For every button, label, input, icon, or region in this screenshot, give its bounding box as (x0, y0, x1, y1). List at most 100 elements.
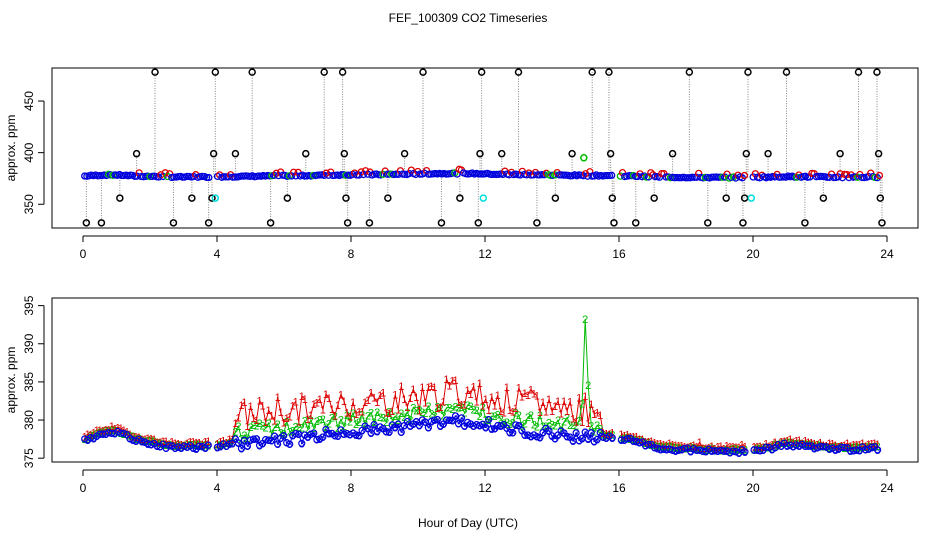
series-1-label: 1 (443, 374, 449, 386)
series-3-label: 3 (742, 447, 748, 459)
series-2-label: 2 (471, 405, 477, 417)
series-3-label: 3 (422, 417, 428, 429)
series-1-label: 1 (136, 432, 142, 444)
series-1-label: 1 (284, 413, 290, 425)
series-3-label: 3 (486, 415, 492, 427)
series-3-point (509, 429, 517, 437)
bottom-y-tick-label: 385 (22, 372, 36, 392)
series-1-label: 1 (226, 434, 232, 446)
series-1-label: 1 (148, 433, 154, 445)
data-point (135, 169, 143, 177)
series-1-label: 1 (455, 397, 461, 409)
series-2-label: 2 (398, 408, 404, 420)
series-2-label: 2 (570, 420, 576, 432)
series-3-point (451, 412, 460, 420)
series-3-label: 3 (504, 423, 510, 435)
spike-point (302, 149, 310, 158)
series-1-label: 1 (486, 405, 492, 417)
data-point (658, 169, 666, 178)
series-1-label: 1 (91, 427, 97, 439)
series-1-label: 1 (754, 442, 760, 454)
series-1-label: 1 (332, 410, 338, 422)
series-3-point (280, 432, 288, 440)
series-1-label: 1 (540, 397, 546, 409)
series-1-label: 1 (290, 400, 296, 412)
series-1-label: 1 (594, 407, 600, 419)
spike-point (722, 194, 730, 202)
series-2-label: 2 (465, 400, 471, 412)
series-1-label: 1 (287, 412, 293, 424)
series-1-label: 1 (419, 382, 425, 394)
data-point (875, 171, 884, 180)
series-2-label: 2 (287, 426, 293, 438)
series-3-point (313, 436, 321, 444)
series-2-label: 2 (528, 410, 534, 422)
series-3-point (264, 436, 273, 444)
series-2-label: 2 (241, 430, 247, 442)
series-1-label: 1 (516, 383, 522, 395)
top-x-tick-label: 8 (348, 247, 355, 261)
series-1-label: 1 (347, 412, 353, 424)
series-2-label: 2 (498, 414, 504, 426)
series-3-label: 3 (688, 446, 694, 458)
series-3-label: 3 (232, 434, 238, 446)
series-1-label: 1 (350, 397, 356, 409)
spike-point (498, 149, 506, 158)
series-1-label: 1 (504, 382, 510, 394)
series-2-label: 2 (552, 420, 558, 432)
series-1-label: 1 (697, 437, 703, 449)
series-2-label: 2 (353, 419, 359, 431)
series-3-label: 3 (365, 423, 371, 435)
series-1-label: 1 (392, 390, 398, 402)
series-3-label: 3 (244, 441, 250, 453)
series-3-point (352, 431, 360, 439)
spike-point (610, 219, 618, 227)
series-1-label: 1 (471, 381, 477, 393)
series-2-label: 2 (582, 314, 588, 326)
spike-point (320, 68, 328, 76)
series-3-label: 3 (202, 443, 208, 455)
spike-point (685, 68, 694, 76)
series-3-label: 3 (368, 428, 374, 440)
series-3-point (457, 414, 466, 422)
series-3-point (485, 416, 493, 424)
series-1-line (753, 438, 878, 448)
series-1-label: 1 (510, 406, 516, 418)
series-1-label: 1 (657, 439, 663, 451)
series-2-label: 2 (443, 403, 449, 415)
data-point (287, 172, 296, 180)
series-1-label: 1 (434, 403, 440, 415)
series-1-label: 1 (606, 429, 612, 441)
series-1-label: 1 (428, 381, 434, 393)
series-3-label: 3 (519, 425, 525, 437)
top-plot-frame (51, 67, 919, 229)
series-1-label: 1 (256, 396, 262, 408)
series-1-label: 1 (706, 443, 712, 455)
series-2-label: 2 (323, 422, 329, 434)
series-3-label: 3 (172, 443, 178, 455)
series-1-label: 1 (570, 414, 576, 426)
series-3-label: 3 (452, 411, 458, 423)
series-2-label: 2 (311, 423, 317, 435)
series-3-point (397, 428, 405, 436)
series-1-label: 1 (582, 391, 588, 403)
series-1-label: 1 (247, 401, 253, 413)
series-1-label: 1 (311, 399, 317, 411)
series-2-label: 2 (486, 415, 492, 427)
series-3-point (852, 446, 861, 454)
series-1-label: 1 (458, 399, 464, 411)
series-3-label: 3 (338, 425, 344, 437)
series-1-label: 1 (639, 434, 645, 446)
series-1-label: 1 (531, 388, 537, 400)
data-point (359, 170, 368, 179)
series-2-label: 2 (477, 411, 483, 423)
bottom-y-tick-label: 375 (22, 448, 36, 468)
series-3-label: 3 (555, 430, 561, 442)
series-3-point (138, 437, 146, 445)
series-2-label: 2 (359, 409, 365, 421)
series-1-label: 1 (407, 393, 413, 405)
figure-title: FEF_100309 CO2 Timeseries (389, 11, 548, 25)
data-point (205, 173, 213, 182)
